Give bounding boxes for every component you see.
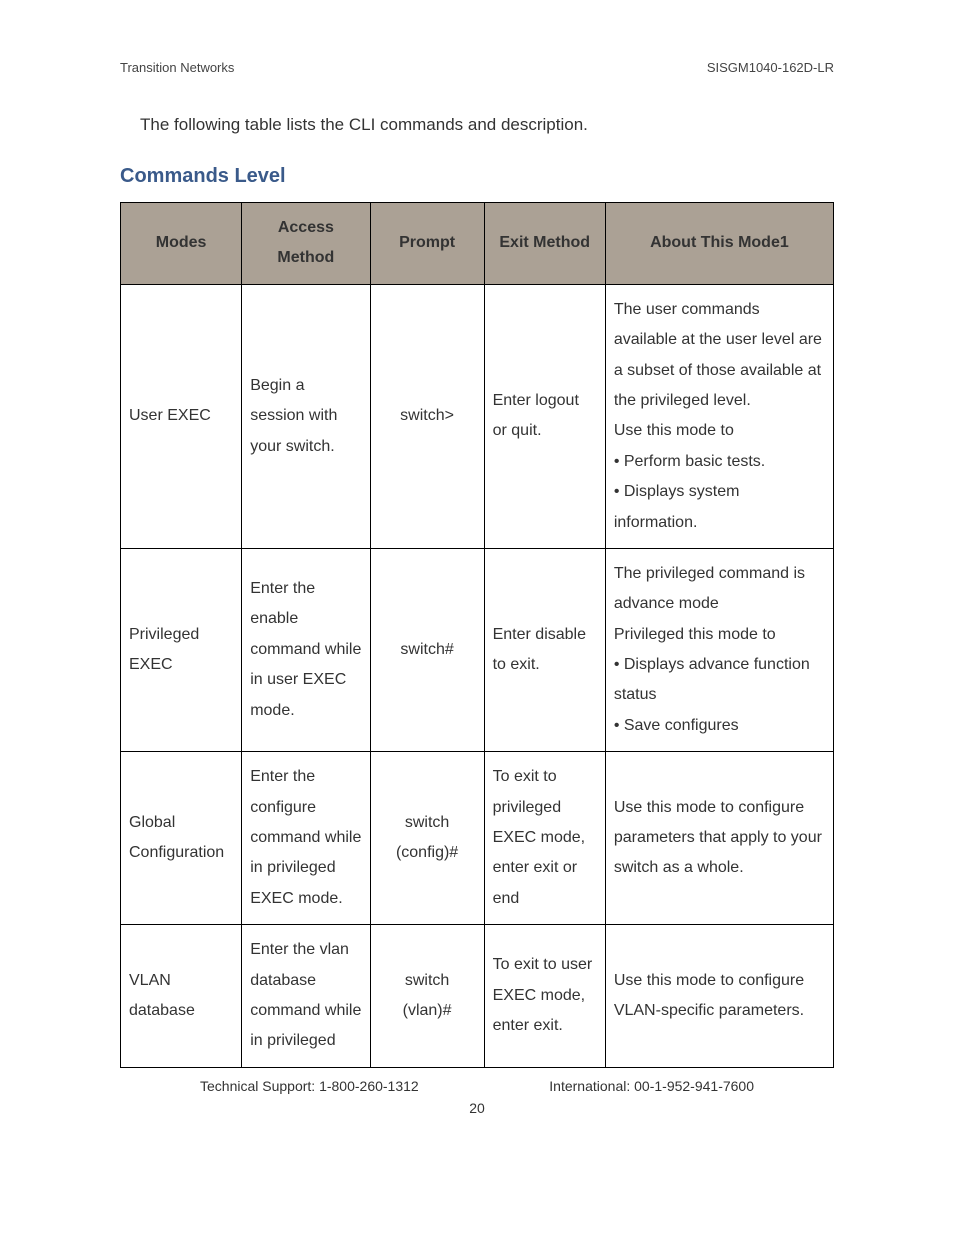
cell-modes: VLAN database — [121, 925, 242, 1068]
cell-prompt: switch# — [370, 548, 484, 751]
page-header: Transition Networks SISGM1040-162D-LR — [120, 60, 834, 75]
cell-modes: Privileged EXEC — [121, 548, 242, 751]
cell-modes: User EXEC — [121, 284, 242, 548]
col-header-modes: Modes — [121, 203, 242, 285]
commands-table: Modes Access Method Prompt Exit Method A… — [120, 202, 834, 1068]
page-number: 20 — [120, 1100, 834, 1116]
table-body: User EXEC Begin a session with your swit… — [121, 284, 834, 1067]
footer-left: Technical Support: 1-800-260-1312 — [200, 1078, 419, 1094]
intro-text: The following table lists the CLI comman… — [140, 115, 834, 135]
col-header-prompt: Prompt — [370, 203, 484, 285]
cell-about: The privileged command is advance modePr… — [605, 548, 833, 751]
header-right: SISGM1040-162D-LR — [707, 60, 834, 75]
cell-exit: Enter disable to exit. — [484, 548, 605, 751]
cell-exit: To exit to privileged EXEC mode, enter e… — [484, 752, 605, 925]
cell-access: Enter the enable command while in user E… — [242, 548, 370, 751]
table-row: VLAN database Enter the vlan database co… — [121, 925, 834, 1068]
table-row: Privileged EXEC Enter the enable command… — [121, 548, 834, 751]
cell-prompt: switch> — [370, 284, 484, 548]
page-footer: Technical Support: 1-800-260-1312 Intern… — [120, 1078, 834, 1094]
cell-access: Begin a session with your switch. — [242, 284, 370, 548]
page-container: Transition Networks SISGM1040-162D-LR Th… — [0, 0, 954, 1235]
footer-right: International: 00-1-952-941-7600 — [549, 1078, 754, 1094]
table-header-row: Modes Access Method Prompt Exit Method A… — [121, 203, 834, 285]
cell-prompt: switch (vlan)# — [370, 925, 484, 1068]
table-head: Modes Access Method Prompt Exit Method A… — [121, 203, 834, 285]
section-title: Commands Level — [120, 165, 834, 188]
cell-about: Use this mode to configure parameters th… — [605, 752, 833, 925]
header-left: Transition Networks — [120, 60, 234, 75]
cell-about: Use this mode to configure VLAN-specific… — [605, 925, 833, 1068]
col-header-access: Access Method — [242, 203, 370, 285]
cell-about: The user commands available at the user … — [605, 284, 833, 548]
table-row: User EXEC Begin a session with your swit… — [121, 284, 834, 548]
cell-prompt: switch (config)# — [370, 752, 484, 925]
col-header-about: About This Mode1 — [605, 203, 833, 285]
cell-access: Enter the configure command while in pri… — [242, 752, 370, 925]
col-header-exit: Exit Method — [484, 203, 605, 285]
cell-exit: Enter logout or quit. — [484, 284, 605, 548]
table-row: Global Configuration Enter the configure… — [121, 752, 834, 925]
cell-modes: Global Configuration — [121, 752, 242, 925]
cell-exit: To exit to user EXEC mode, enter exit. — [484, 925, 605, 1068]
cell-access: Enter the vlan database command while in… — [242, 925, 370, 1068]
